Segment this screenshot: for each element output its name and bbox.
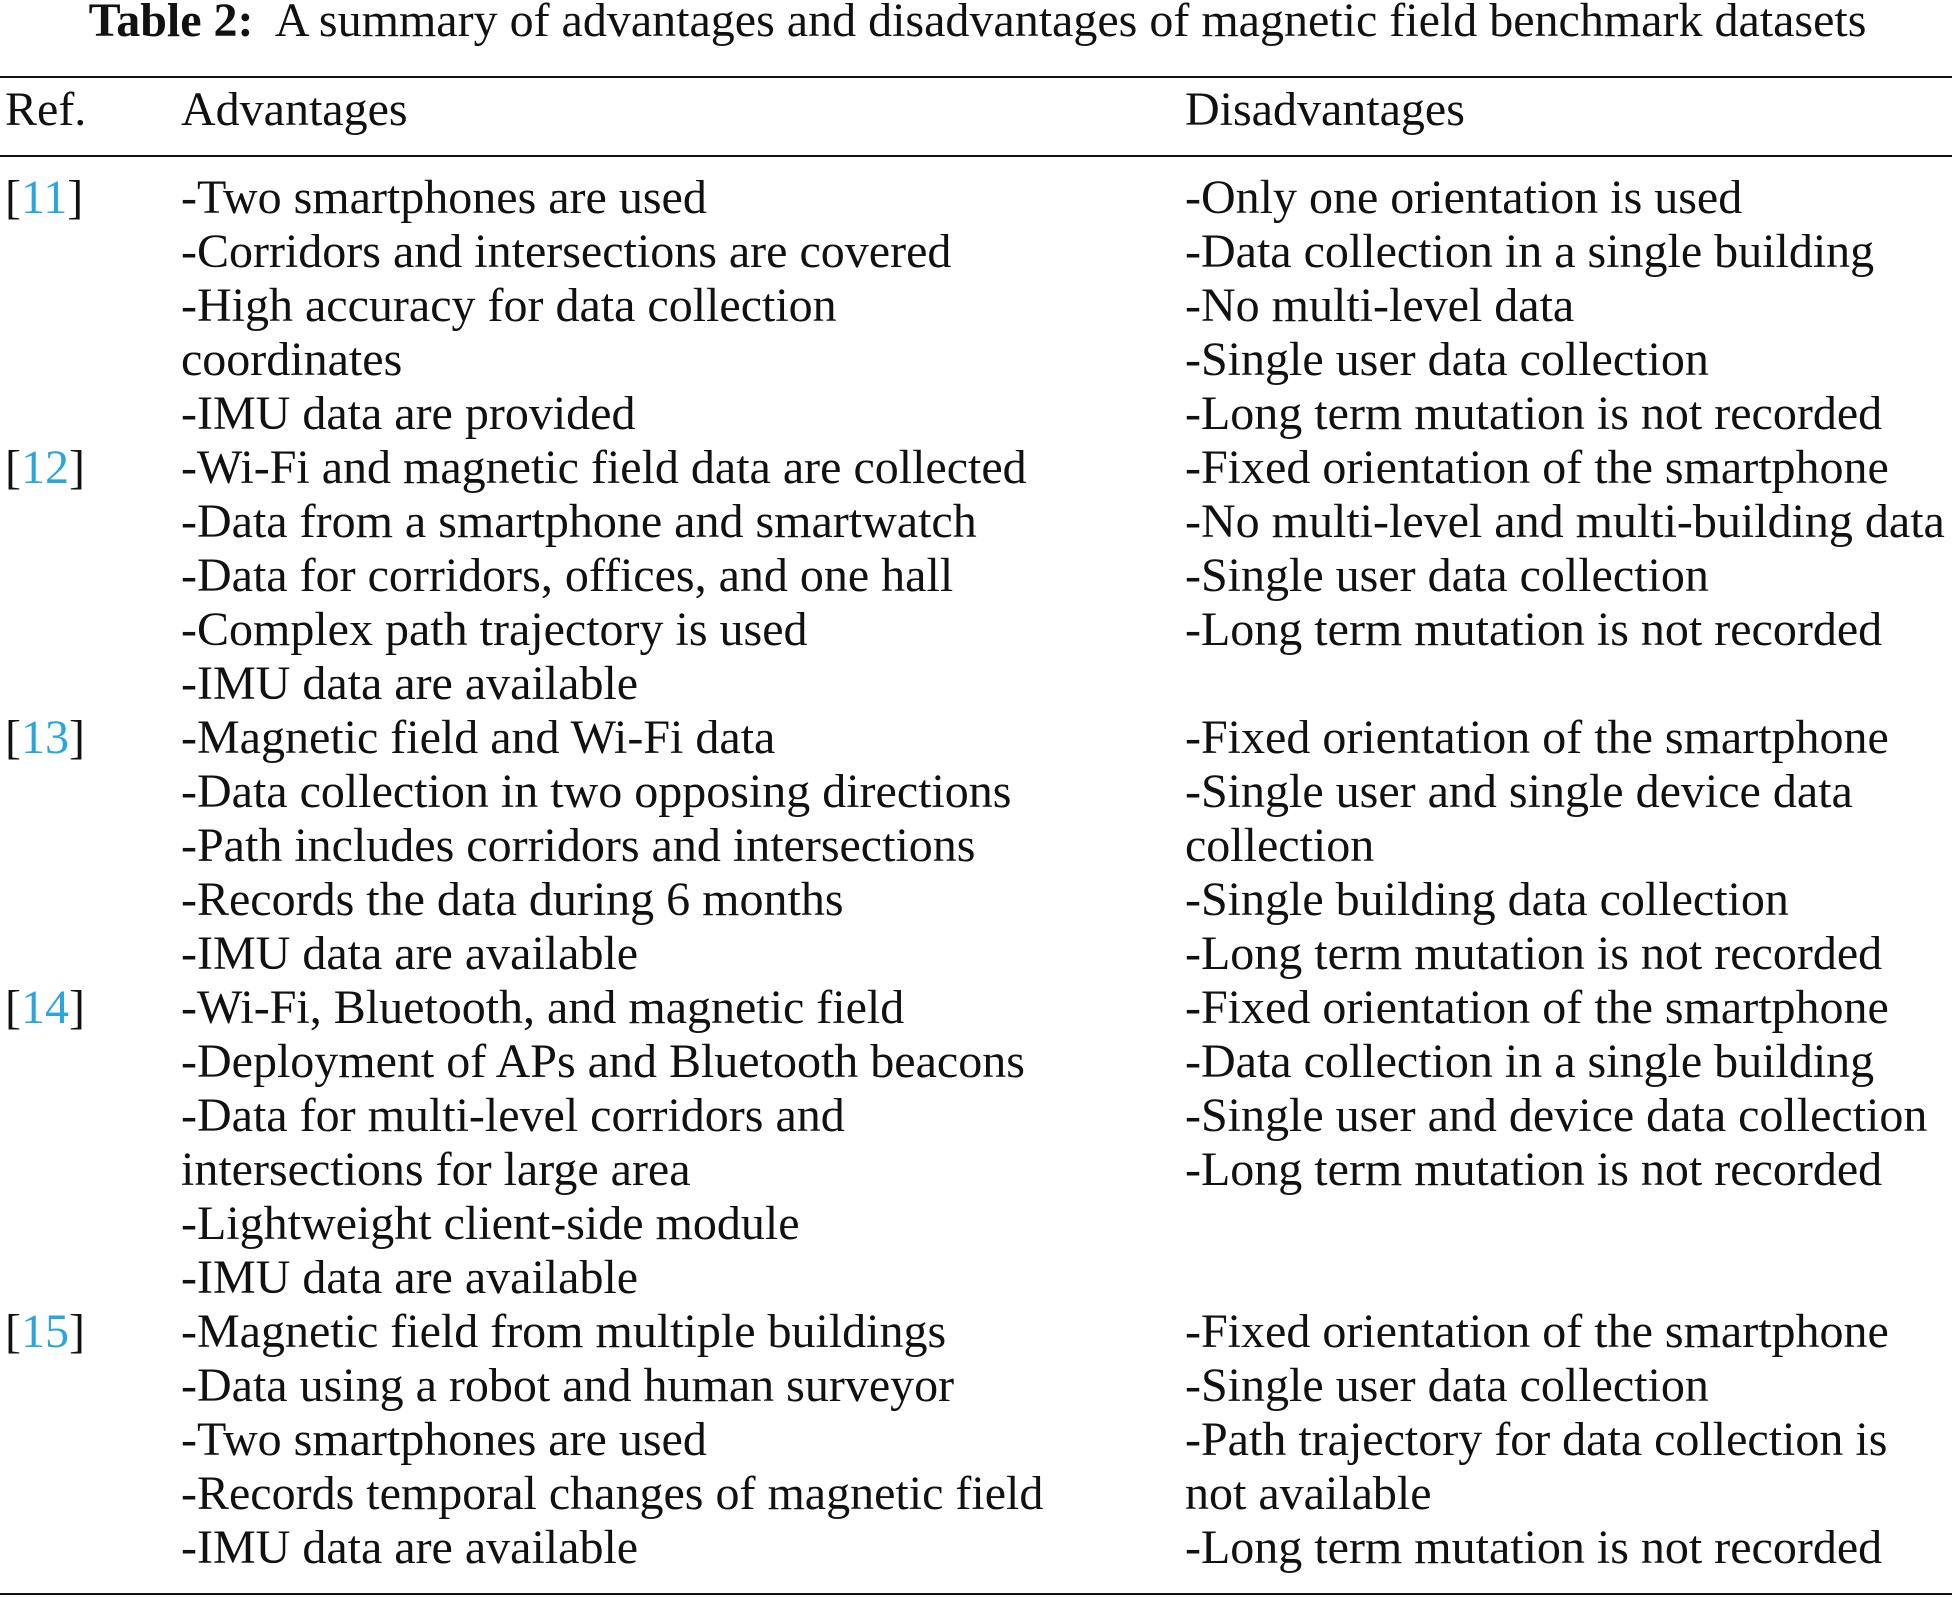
table-row: [12] -Wi-Fi and magnetic field data are c… <box>0 441 1955 711</box>
disadvantages-cell: -Fixed orientation of the smartphone -Sin… <box>1185 711 1889 981</box>
disadvantages-cell: -Fixed orientation of the smartphone -Sin… <box>1185 1305 1889 1575</box>
disadvantage-item: -Fixed orientation of the smartphone <box>1185 1305 1889 1358</box>
disadvantage-item: -Long term mutation is not recorded <box>1185 1521 1883 1574</box>
disadvantage-item: -Long term mutation is not recorded <box>1185 1143 1883 1196</box>
advantage-item: -IMU data are provided <box>181 387 636 440</box>
advantage-item: intersections for large area <box>181 1143 691 1196</box>
reference-link[interactable]: 14 <box>20 981 69 1034</box>
advantage-item: -Two smartphones are used <box>181 1413 707 1466</box>
advantage-item: -Corridors and intersections are covered <box>181 225 952 278</box>
advantage-item: -Two smartphones are used <box>181 171 707 224</box>
disadvantage-item: -Only one orientation is used <box>1185 171 1743 224</box>
advantage-item: -Data from a smartphone and smartwatch <box>181 495 977 548</box>
disadvantage-item: -Long term mutation is not recorded <box>1185 927 1883 980</box>
advantage-item: -Records the data during 6 months <box>181 873 844 926</box>
disadvantage-item: -Long term mutation is not recorded <box>1185 603 1883 656</box>
header-ref: Ref. <box>5 83 87 136</box>
header-disadvantages: Disadvantages <box>1185 83 1465 136</box>
disadvantage-item: -Data collection in a single building <box>1185 225 1875 278</box>
disadvantage-item: -Data collection in a single building <box>1185 1035 1875 1088</box>
disadvantage-item: -Single user and device data collection <box>1185 1089 1928 1142</box>
ref-cell: [12] <box>5 441 85 494</box>
reference-link[interactable]: 11 <box>20 171 68 224</box>
top-rule <box>0 76 1952 78</box>
disadvantage-item: -Single user and single device data <box>1185 765 1853 818</box>
table-row: [13] -Magnetic field and Wi-Fi data -Data … <box>0 711 1955 981</box>
disadvantages-cell: -Only one orientation is used -Data colle… <box>1185 171 1882 441</box>
advantage-item: -IMU data are available <box>181 657 639 710</box>
disadvantage-item: -Single user data collection <box>1185 333 1709 386</box>
disadvantage-item: -Path trajectory for data collection is <box>1185 1413 1888 1466</box>
disadvantage-item: -Single user data collection <box>1185 1359 1709 1412</box>
disadvantage-item: -Fixed orientation of the smartphone <box>1185 711 1889 764</box>
advantage-item: -IMU data are available <box>181 927 639 980</box>
header-rule <box>0 155 1952 157</box>
caption-text: A summary of advantages and disadvantage… <box>274 0 1867 47</box>
disadvantage-item: -No multi-level data <box>1185 279 1575 332</box>
table-row: [11] -Two smartphones are used -Corridors … <box>0 171 1955 441</box>
reference-link[interactable]: 15 <box>20 1305 69 1358</box>
advantage-item: -Records temporal changes of magnetic fi… <box>181 1467 1044 1520</box>
caption-label: Table 2: <box>88 0 254 47</box>
advantage-item: -Magnetic field from multiple buildings <box>181 1305 947 1358</box>
advantage-item: -Path includes corridors and intersectio… <box>181 819 976 872</box>
disadvantage-item: -No multi-level and multi-building data <box>1185 495 1945 548</box>
disadvantage-item: -Fixed orientation of the smartphone <box>1185 441 1889 494</box>
advantage-item: -IMU data are available <box>181 1521 639 1574</box>
advantages-cell: -Wi-Fi, Bluetooth, and magnetic field -De… <box>181 981 1025 1305</box>
table-header: Ref. Advantages Disadvantages <box>0 83 1955 137</box>
disadvantage-item: -Single building data collection <box>1185 873 1789 926</box>
advantages-cell: -Two smartphones are used -Corridors and … <box>181 171 951 441</box>
ref-cell: [15] <box>5 1305 85 1358</box>
advantage-item: -Lightweight client-side module <box>181 1197 800 1250</box>
disadvantage-item: collection <box>1185 819 1375 872</box>
advantages-cell: -Magnetic field and Wi-Fi data -Data coll… <box>181 711 1011 981</box>
advantages-cell: -Magnetic field from multiple buildings -… <box>181 1305 1043 1575</box>
advantage-item: -High accuracy for data collection <box>181 279 837 332</box>
reference-link[interactable]: 12 <box>20 441 69 494</box>
advantage-item: -Data for multi-level corridors and <box>181 1089 845 1142</box>
ref-cell: [11] <box>5 171 84 224</box>
reference-link[interactable]: 13 <box>20 711 69 764</box>
advantage-item: -Data collection in two opposing directi… <box>181 765 1012 818</box>
ref-cell: [13] <box>5 711 85 764</box>
advantage-item: -Wi-Fi and magnetic field data are colle… <box>181 441 1027 494</box>
header-advantages: Advantages <box>181 83 408 136</box>
disadvantage-item: not available <box>1185 1467 1432 1520</box>
table-row: [15] -Magnetic field from multiple buildi… <box>0 1305 1955 1575</box>
advantages-cell: -Wi-Fi and magnetic field data are colle… <box>181 441 1027 711</box>
disadvantage-item: -Fixed orientation of the smartphone <box>1185 981 1889 1034</box>
bottom-rule <box>0 1593 1952 1595</box>
disadvantages-cell: -Fixed orientation of the smartphone -No … <box>1185 441 1945 657</box>
ref-cell: [14] <box>5 981 85 1034</box>
advantage-item: -Data for corridors, offices, and one ha… <box>181 549 954 602</box>
table-caption: Table 2: A summary of advantages and dis… <box>0 0 1955 48</box>
disadvantages-cell: -Fixed orientation of the smartphone -Dat… <box>1185 981 1927 1197</box>
advantage-item: -IMU data are available <box>181 1251 639 1304</box>
advantage-item: -Wi-Fi, Bluetooth, and magnetic field <box>181 981 905 1034</box>
advantage-item: -Data using a robot and human surveyor <box>181 1359 955 1412</box>
table-body: [11] -Two smartphones are used -Corridors … <box>0 171 1955 1575</box>
advantage-item: -Magnetic field and Wi-Fi data <box>181 711 776 764</box>
table-row: [14] -Wi-Fi, Bluetooth, and magnetic fiel… <box>0 981 1955 1305</box>
advantage-item: coordinates <box>181 333 403 386</box>
disadvantage-item: -Single user data collection <box>1185 549 1709 602</box>
disadvantage-item: -Long term mutation is not recorded <box>1185 387 1883 440</box>
advantage-item: -Deployment of APs and Bluetooth beacons <box>181 1035 1025 1088</box>
advantage-item: -Complex path trajectory is used <box>181 603 808 656</box>
